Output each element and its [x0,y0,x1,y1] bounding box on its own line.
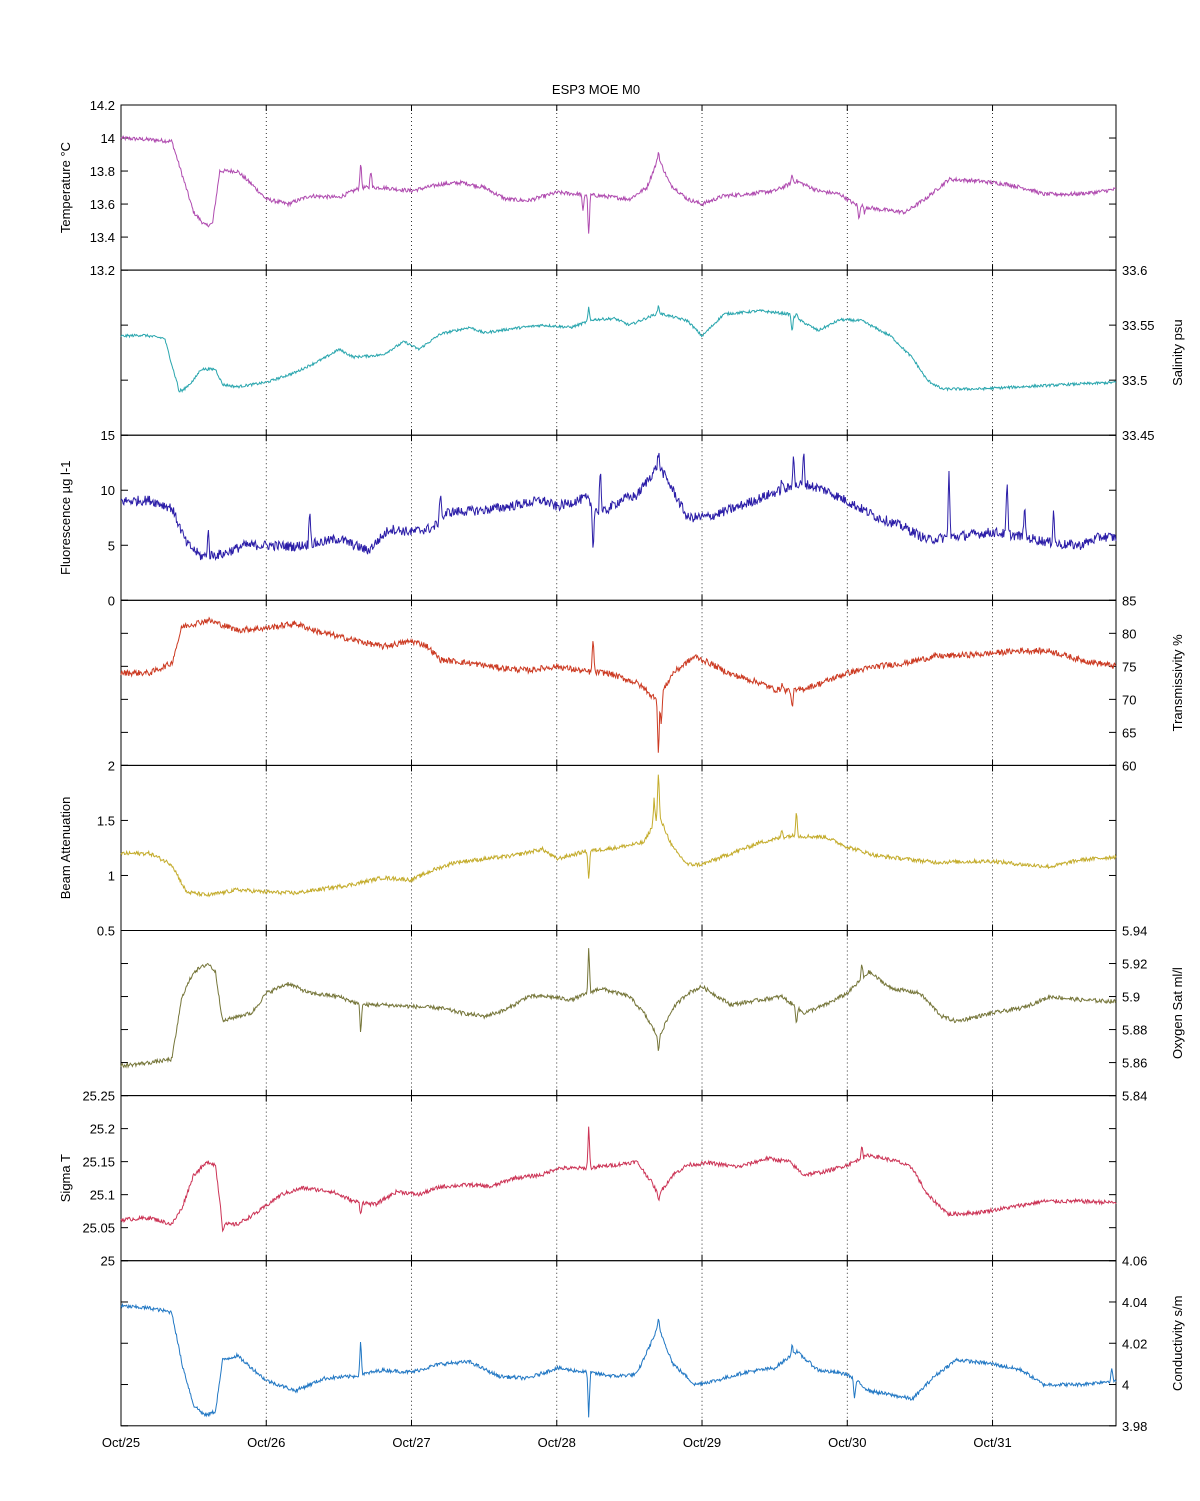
y-tick-label: 33.55 [1122,318,1155,333]
y-tick-label: 13.4 [90,230,115,245]
x-tick-label: Oct/31 [973,1435,1011,1450]
y-tick-label: 1 [108,868,115,883]
series-line-salinity [120,305,1117,393]
y-tick-label: 33.6 [1122,263,1147,278]
y-tick-label: 13.2 [90,263,115,278]
y-tick-label: 4.04 [1122,1295,1147,1310]
x-tick-label: Oct/25 [102,1435,140,1450]
series-line-oxygen-sat [120,948,1117,1069]
x-tick-label: Oct/29 [683,1435,721,1450]
y-tick-label: 5.86 [1122,1056,1147,1071]
y-tick-label: 25.25 [82,1089,115,1104]
y-tick-label: 13.6 [90,197,115,212]
series-line-transmissivity [120,616,1117,753]
x-tick-label: Oct/27 [392,1435,430,1450]
y-axis-label: Beam Attenuation [58,797,73,900]
y-tick-label: 14 [101,131,115,146]
y-tick-label: 65 [1122,725,1136,740]
x-tick-label: Oct/28 [538,1435,576,1450]
y-tick-label: 25.1 [90,1188,115,1203]
y-tick-label: 25 [101,1254,115,1269]
y-tick-label: 25.05 [82,1221,115,1236]
chart-title: ESP3 MOE M0 [552,82,640,97]
y-tick-label: 75 [1122,659,1136,674]
y-tick-label: 5.9 [1122,990,1140,1005]
series-line-sigma-t [120,1126,1117,1233]
series-line-beam-attenuation [120,774,1117,898]
series-line-fluorescence [120,452,1117,562]
series-line-conductivity [120,1302,1117,1418]
y-tick-label: 4.06 [1122,1254,1147,1269]
y-axis-label: Oxygen Sat ml/l [1170,967,1185,1059]
y-tick-label: 2 [108,758,115,773]
y-tick-label: 80 [1122,626,1136,641]
x-axis: Oct/25 Oct/26 Oct/27 Oct/28 Oct/29 Oct/30 Oct/… [102,1435,1012,1450]
y-tick-label: 5.94 [1122,924,1147,939]
y-tick-label: 0.5 [97,924,115,939]
y-tick-label: 25.15 [82,1155,115,1170]
y-axis-label: Conductivity s/m [1170,1296,1185,1391]
y-tick-label: 5.88 [1122,1023,1147,1038]
y-tick-label: 13.8 [90,164,115,179]
y-axis-label: Fluorescence µg l-1 [58,461,73,575]
y-tick-label: 15 [101,428,115,443]
y-axis-label: Sigma T [58,1154,73,1202]
panel-sigma-t: 25 25.05 25.1 25.15 25.2 25.25 Sigma T [58,1089,1117,1269]
y-axis-label: Temperature °C [58,142,73,233]
y-tick-label: 10 [101,483,115,498]
y-tick-label: 85 [1122,593,1136,608]
panel-conductivity: 3.98 4 4.02 4.04 4.06 Conductivity s/m [120,1254,1185,1434]
x-tick-label: Oct/26 [247,1435,285,1450]
y-axis-label: Transmissivity % [1170,634,1185,731]
y-tick-label: 25.2 [90,1122,115,1137]
y-tick-label: 4.02 [1122,1336,1147,1351]
y-tick-label: 4 [1122,1378,1129,1393]
y-tick-label: 33.5 [1122,373,1147,388]
y-tick-label: 60 [1122,758,1136,773]
y-tick-label: 1.5 [97,813,115,828]
y-tick-label: 3.98 [1122,1419,1147,1434]
y-tick-label: 5.92 [1122,957,1147,972]
y-tick-label: 14.2 [90,98,115,113]
panel-transmissivity: 60 65 70 75 80 85 Transmissivity % [120,593,1185,773]
series-line-temperature [120,135,1117,234]
y-axis-label: Salinity psu [1170,319,1185,385]
y-tick-label: 70 [1122,692,1136,707]
x-tick-label: Oct/30 [828,1435,866,1450]
y-tick-label: 0 [108,593,115,608]
y-tick-label: 5.84 [1122,1089,1147,1104]
y-tick-label: 5 [108,538,115,553]
y-tick-label: 33.45 [1122,428,1155,443]
